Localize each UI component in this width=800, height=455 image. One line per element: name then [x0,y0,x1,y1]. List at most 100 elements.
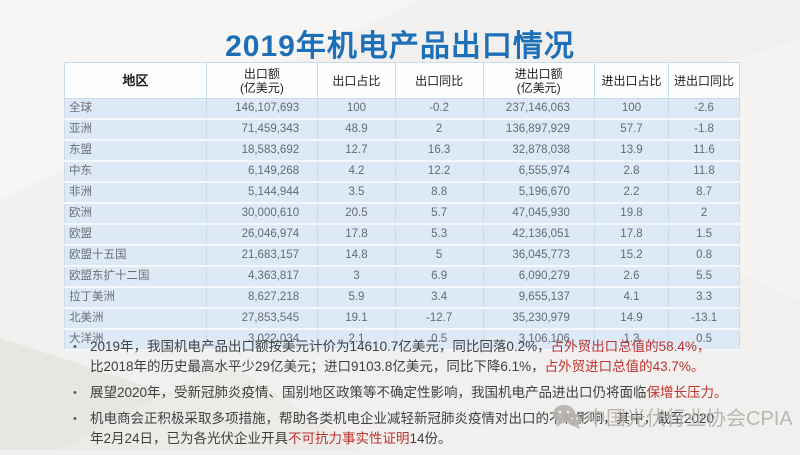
table-row: 非洲 5,144,944 3.5 8.8 5,196,670 2.2 8.7 [64,182,740,204]
bullet-marker: • [73,387,77,399]
export-yoy-cell: 5.7 [395,203,484,225]
bullet-item: • 2019年，我国机电产品出口额按美元计价为14610.7亿美元，同比回落0.… [73,337,770,377]
export-value-cell: 71,459,343 [206,119,319,141]
export-value-cell: 146,107,693 [206,98,319,120]
region-cell: 非洲 [64,182,207,204]
text-segment: 展望2020年，受新冠肺炎疫情、国别地区政策等不确定性影响，我国机电产品进出口仍… [90,385,647,400]
region-cell: 欧洲 [64,203,207,225]
trade-yoy-cell: -1.8 [668,119,740,141]
trade-yoy-cell: 8.7 [668,182,740,204]
table-body: 全球 146,107,693 100 -0.2 237,146,063 100 … [64,98,740,351]
trade-yoy-cell: 5.5 [668,266,740,288]
trade-value-cell: 9,655,137 [483,287,595,309]
export-value-cell: 4,363,817 [206,266,319,288]
trade-yoy-cell: 0.5 [668,329,740,351]
region-cell: 亚洲 [64,119,207,141]
col-header-trade-value: 进出口额 (亿美元) [483,62,595,99]
trade-value-cell: 47,045,930 [483,203,595,225]
trade-yoy-cell: 2 [668,203,740,225]
region-cell: 欧盟十五国 [64,245,207,267]
export-share-cell: 5.9 [317,287,396,309]
export-yoy-cell: 6.9 [395,266,484,288]
export-yoy-cell: 5.3 [395,224,484,246]
bullet-marker: • [73,413,77,425]
export-value-cell: 30,000,610 [206,203,319,225]
trade-yoy-cell: 11.8 [668,161,740,183]
summary-bullets: • 2019年，我国机电产品出口额按美元计价为14610.7亿美元，同比回落0.… [73,337,770,455]
export-value-cell: 18,583,692 [206,140,319,162]
trade-share-cell: 17.8 [594,224,670,246]
trade-share-cell: 2.6 [594,266,670,288]
page-title: 2019年机电产品出口情况 [225,30,575,63]
export-yoy-cell: 2 [395,119,484,141]
trade-yoy-cell: 1.5 [668,224,740,246]
region-cell: 全球 [64,98,207,120]
text-segment: 比2018年的历史最高水平少29亿美元；进口9103.8亿美元，同比下降6.1%… [90,359,545,374]
export-share-cell: 12.7 [317,140,396,162]
region-cell: 拉丁美洲 [64,287,207,309]
trade-share-cell: 19.8 [594,203,670,225]
bullet-marker: • [73,341,77,353]
export-share-cell: 20.5 [317,203,396,225]
highlight-red-text: 不可抗力事实性证明 [288,431,410,446]
trade-value-cell: 6,555,974 [483,161,595,183]
bullet-text: 2019年，我国机电产品出口额按美元计价为14610.7亿美元，同比回落0.2%… [90,337,710,377]
export-value-cell: 26,046,974 [206,224,319,246]
col-header-region: 地区 [64,62,207,99]
export-share-cell: 17.8 [317,224,396,246]
trade-yoy-cell: 11.6 [668,140,740,162]
export-share-cell: 100 [317,98,396,120]
trade-value-cell: 237,146,063 [483,98,595,120]
table-row: 欧盟十五国 21,683,157 14.8 5 36,045,773 15.2 … [64,245,740,267]
trade-share-cell: 2.8 [594,161,670,183]
table-row: 欧盟东扩十二国 4,363,817 3 6.9 6,090,279 2.6 5.… [64,266,740,288]
export-data-table: 地区 出口额 (亿美元) 出口占比 出口同比 进出口额 (亿美元) 进出口占比 进出… [64,62,740,351]
trade-share-cell: 15.2 [594,245,670,267]
trade-yoy-cell: 3.3 [668,287,740,309]
col-header-trade-yoy: 进出口同比 [668,62,740,99]
table-row: 全球 146,107,693 100 -0.2 237,146,063 100 … [64,98,740,120]
trade-value-cell: 36,045,773 [483,245,595,267]
export-value-cell: 8,627,218 [206,287,319,309]
export-share-cell: 3 [317,266,396,288]
export-share-cell: 4.2 [317,161,396,183]
trade-share-cell: 14.9 [594,308,670,330]
trade-share-cell: 1.3 [594,329,670,351]
export-yoy-cell: 0.5 [395,329,484,351]
trade-value-cell: 5,196,670 [483,182,595,204]
table-row: 北美洲 27,853,545 19.1 -12.7 35,230,979 14.… [64,308,740,330]
export-value-cell: 21,683,157 [206,245,319,267]
trade-value-cell: 35,230,979 [483,308,595,330]
trade-share-cell: 13.9 [594,140,670,162]
trade-yoy-cell: -2.6 [668,98,740,120]
export-yoy-cell: 16.3 [395,140,484,162]
trade-yoy-cell: -13.1 [668,308,740,330]
export-value-cell: 27,853,545 [206,308,319,330]
export-share-cell: 3.5 [317,182,396,204]
trade-value-cell: 6,090,279 [483,266,595,288]
col-header-trade-share: 进出口占比 [594,62,670,99]
col-header-export-yoy: 出口同比 [395,62,484,99]
table-header-row: 地区 出口额 (亿美元) 出口占比 出口同比 进出口额 (亿美元) 进出口占比 进出… [64,62,740,99]
text-segment: 14份。 [409,431,452,446]
table-row: 拉丁美洲 8,627,218 5.9 3.4 9,655,137 4.1 3.3 [64,287,740,309]
highlight-red-text: 占外贸进口总值的43.7%。 [544,359,705,374]
text-segment: 年2月24日，已为各光伏企业开具 [90,431,289,446]
bullet-text: 展望2020年，受新冠肺炎疫情、国别地区政策等不确定性影响，我国机电产品进出口仍… [90,383,728,403]
export-yoy-cell: 12.2 [395,161,484,183]
trade-value-cell: 32,878,038 [483,140,595,162]
trade-value-cell: 42,136,051 [483,224,595,246]
trade-share-cell: 4.1 [594,287,670,309]
export-yoy-cell: 5 [395,245,484,267]
table-row: 欧洲 30,000,610 20.5 5.7 47,045,930 19.8 2 [64,203,740,225]
highlight-red-text: 占外贸出口总值的58.4%， [550,339,711,354]
export-value-cell: 6,149,268 [206,161,319,183]
export-yoy-cell: -12.7 [395,308,484,330]
table-row: 亚洲 71,459,343 48.9 2 136,897,929 57.7 -1… [64,119,740,141]
trade-yoy-cell: 0.8 [668,245,740,267]
watermark-text: 中国光伏行业协会CPIA [586,408,793,430]
export-yoy-cell: 8.8 [395,182,484,204]
trade-share-cell: 2.2 [594,182,670,204]
bullet-item: • 展望2020年，受新冠肺炎疫情、国别地区政策等不确定性影响，我国机电产品进出… [73,383,770,403]
trade-value-cell: 3,106,106 [483,329,595,351]
